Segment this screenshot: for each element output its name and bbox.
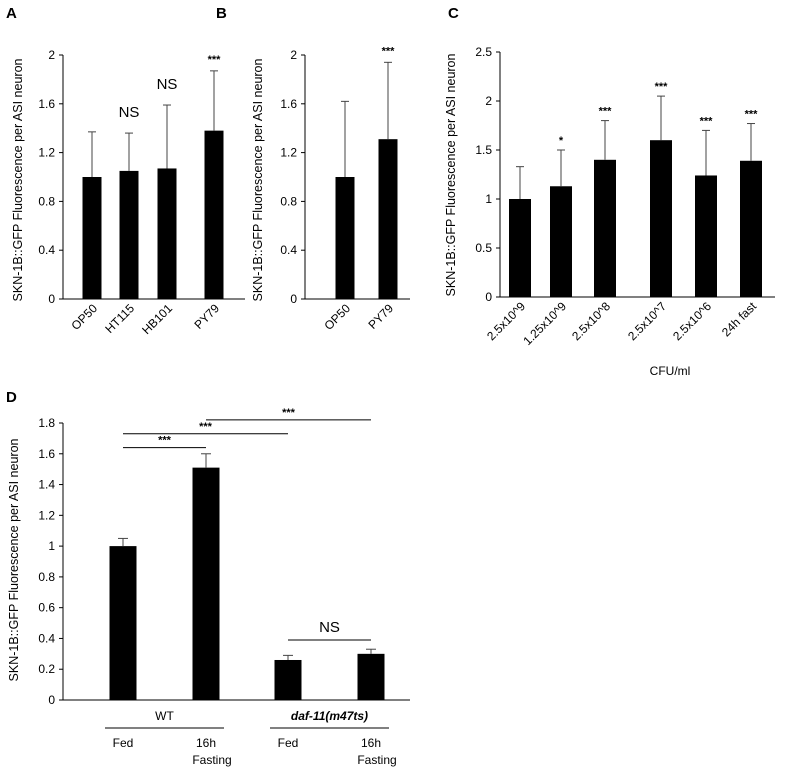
significance-label: *** [599,106,613,118]
y-tick-label: 0.2 [38,662,55,676]
group-label: WT [155,709,174,723]
bar [119,170,139,299]
bar [357,653,385,700]
y-tick-label: 0 [485,290,492,304]
y-tick-label: 1 [48,539,55,553]
bar [274,659,302,700]
y-tick-label: 1.2 [280,146,297,160]
x-tick-label: PY79 [191,301,222,332]
x-tick-label: Fed [113,736,134,750]
bar [335,177,355,299]
group-label: daf-11(m47ts) [291,709,368,723]
x-tick-label: 2.5x10^7 [625,299,669,343]
y-tick-label: 2 [48,48,55,62]
bar [740,160,762,297]
x-tick-label: HT115 [102,301,137,336]
x-tick-label: 2.5x10^8 [569,299,613,343]
y-tick-label: 1.2 [38,146,55,160]
x-tick-label: 24h fast [719,299,760,340]
y-tick-label: 0.4 [280,243,297,257]
significance-label: *** [700,115,714,127]
y-axis-title: SKN-1B::GFP Fluorescence per ASI neuron [7,438,21,681]
bar [650,140,672,297]
y-tick-label: 0 [290,292,297,306]
x-tick-label: Fed [278,736,299,750]
y-tick-label: 2.5 [475,45,492,59]
y-tick-label: 1.8 [38,416,55,430]
significance-label: *** [745,109,759,121]
significance-label: *** [208,54,222,66]
significance-label: *** [655,81,669,93]
bar [509,199,531,297]
comparison-label: *** [282,407,296,419]
x-tick-label: PY79 [365,301,396,332]
y-tick-label: 0.8 [38,194,55,208]
bar [192,467,220,700]
y-tick-label: 1.2 [38,508,55,522]
y-axis-title: SKN-1B::GFP Fluorescence per ASI neuron [11,58,25,301]
bar [378,139,398,299]
y-tick-label: 1.5 [475,143,492,157]
y-tick-label: 0 [48,693,55,707]
comparison-label: NS [319,619,340,636]
x-tick-label: OP50 [69,301,101,333]
significance-label: *** [382,45,396,57]
y-tick-label: 2 [485,94,492,108]
y-tick-label: 0.8 [280,194,297,208]
y-tick-label: 0.4 [38,243,55,257]
panel-label: B [216,5,227,22]
significance-label: NS [157,76,178,93]
x-tick-label: Fasting [357,753,396,767]
y-tick-label: 0.4 [38,631,55,645]
y-tick-label: 0.8 [38,570,55,584]
y-tick-label: 2 [290,48,297,62]
y-tick-label: 1.6 [280,97,297,111]
y-tick-label: 0.6 [38,601,55,615]
panel-label: A [6,5,17,22]
y-axis-title: SKN-1B::GFP Fluorescence per ASI neuron [251,58,265,301]
bar [109,546,137,700]
significance-label: NS [119,104,140,121]
x-tick-label: OP50 [322,301,354,333]
y-tick-label: 1.4 [38,478,55,492]
y-tick-label: 0.5 [475,241,492,255]
panel-label: C [448,5,459,22]
bar [157,168,177,299]
comparison-label: *** [158,435,172,447]
x-tick-label: 16h [361,736,381,750]
bar [82,177,102,299]
x-tick-label: 2.5x10^6 [670,299,714,343]
y-tick-label: 1.6 [38,97,55,111]
y-tick-label: 1.6 [38,447,55,461]
bar [594,159,616,297]
bar [695,175,717,297]
y-axis-title: SKN-1B::GFP Fluorescence per ASI neuron [444,53,458,296]
panel-label: D [6,389,17,406]
x-tick-label: 16h [196,736,216,750]
comparison-label: *** [199,421,213,433]
y-tick-label: 0 [48,292,55,306]
x-axis-title: CFU/ml [650,364,691,378]
bar [204,130,224,299]
y-tick-label: 1 [485,192,492,206]
x-tick-label: HB101 [139,301,175,337]
significance-label: * [559,135,564,147]
x-tick-label: Fasting [192,753,231,767]
bar [550,186,572,297]
x-tick-label: 1.25x10^9 [520,299,569,348]
